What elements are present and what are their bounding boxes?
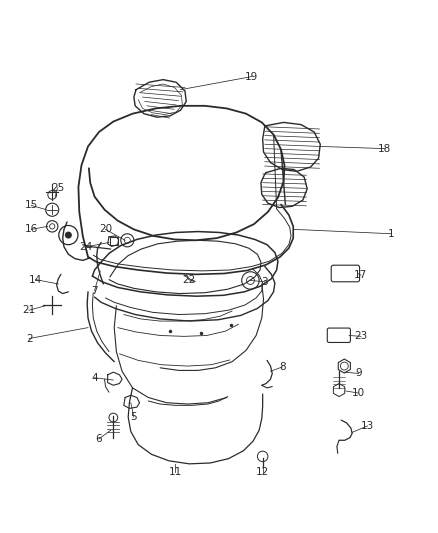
Text: 8: 8 xyxy=(279,362,286,372)
Text: 12: 12 xyxy=(256,467,269,477)
Text: 7: 7 xyxy=(91,286,98,295)
Text: 21: 21 xyxy=(22,305,36,315)
Circle shape xyxy=(65,231,72,239)
Text: 20: 20 xyxy=(99,224,112,235)
Text: 4: 4 xyxy=(91,373,98,383)
Text: 16: 16 xyxy=(25,224,38,235)
Text: 13: 13 xyxy=(361,421,374,431)
Text: 5: 5 xyxy=(131,412,137,422)
Text: 24: 24 xyxy=(79,242,92,252)
Text: 1: 1 xyxy=(388,229,395,239)
Text: 14: 14 xyxy=(29,274,42,285)
Text: 15: 15 xyxy=(25,200,38,211)
Text: 22: 22 xyxy=(182,274,195,285)
Text: 17: 17 xyxy=(354,270,367,280)
Text: 2: 2 xyxy=(26,334,32,344)
Text: 3: 3 xyxy=(261,277,268,287)
Text: 23: 23 xyxy=(354,332,367,341)
Text: 19: 19 xyxy=(245,71,258,82)
Text: 9: 9 xyxy=(355,368,362,378)
Text: 6: 6 xyxy=(95,434,102,444)
Text: 11: 11 xyxy=(169,467,182,477)
Text: 18: 18 xyxy=(378,143,392,154)
Text: 25: 25 xyxy=(51,183,64,193)
Text: 10: 10 xyxy=(352,388,365,398)
